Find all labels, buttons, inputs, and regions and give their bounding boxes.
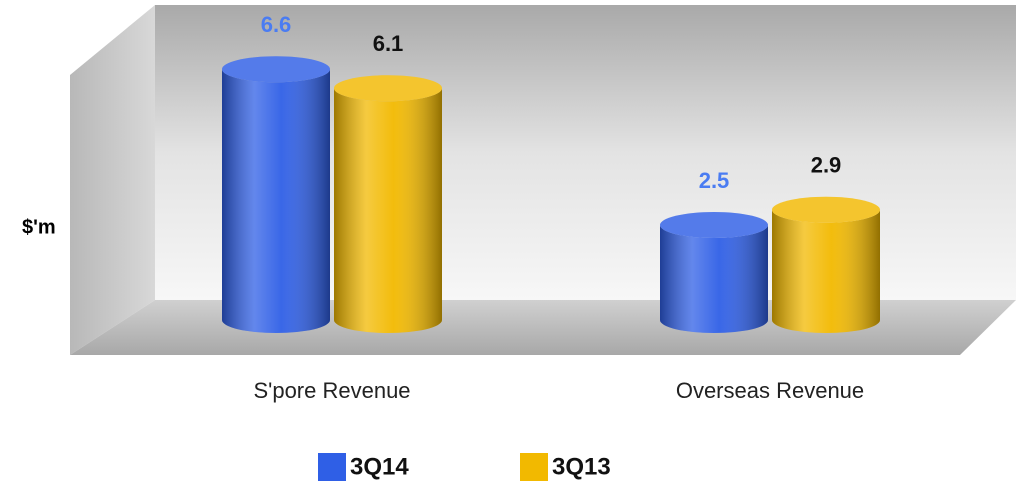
cylinder-shade [660, 225, 768, 333]
cylinder [222, 56, 330, 333]
x-tick-label: Overseas Revenue [676, 378, 864, 403]
value-label: 2.9 [811, 153, 842, 178]
bars [222, 56, 880, 333]
cylinder-shade [772, 209, 880, 333]
cylinder [772, 196, 880, 333]
legend-label: 3Q14 [350, 453, 409, 480]
cylinder-top [772, 196, 880, 223]
legend-label: 3Q13 [552, 453, 611, 480]
cylinder-top [334, 75, 442, 102]
cylinder-shade [334, 88, 442, 333]
cylinder-shade [222, 69, 330, 333]
x-tick-label: S'pore Revenue [253, 378, 410, 403]
cylinder-top [222, 56, 330, 83]
side-wall [70, 5, 155, 355]
y-axis-label: $'m [22, 216, 56, 238]
cylinder [660, 212, 768, 333]
cylinder-top-shade [334, 75, 442, 102]
legend-swatch [520, 453, 548, 481]
cylinder-top-shade [222, 56, 330, 83]
cylinder-top-shade [772, 196, 880, 223]
cylinder-top-shade [660, 212, 768, 238]
value-label: 2.5 [699, 168, 730, 193]
value-label: 6.6 [261, 12, 292, 37]
legend-swatch [318, 453, 346, 481]
cylinder-top [660, 212, 768, 238]
cylinder [334, 75, 442, 333]
value-label: 6.1 [373, 31, 404, 56]
